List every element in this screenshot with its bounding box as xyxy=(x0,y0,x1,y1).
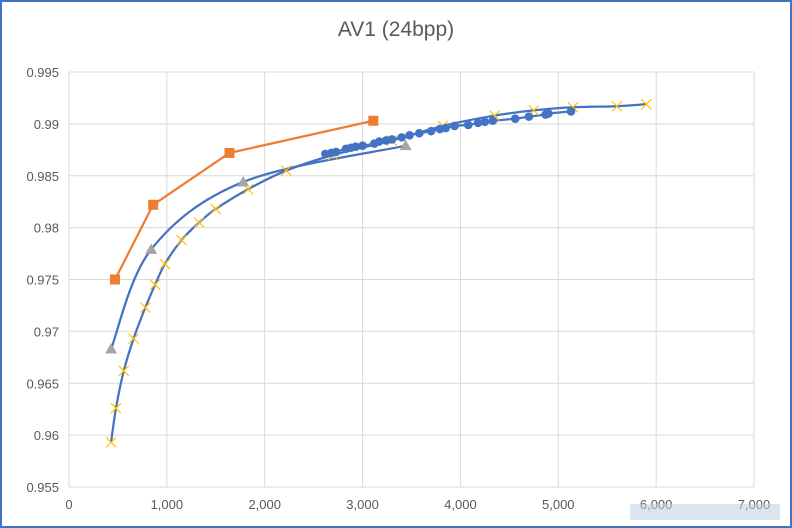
series-1-point xyxy=(524,112,534,121)
series-1-point xyxy=(358,141,367,150)
series-2-point xyxy=(145,243,158,254)
y-tick-label: 0.985 xyxy=(26,169,59,184)
y-tick-labels: 0.955 0.96 0.965 0.97 0.975 0.98 0.985 0.99 0.99… xyxy=(26,65,59,495)
series-2-line xyxy=(110,144,406,350)
series-1-point xyxy=(387,135,397,144)
y-tick-label: 0.96 xyxy=(34,428,59,443)
series-markers xyxy=(105,98,652,448)
chart-title: AV1 (24bpp) xyxy=(337,18,455,41)
series-0-point xyxy=(280,165,292,176)
x-tick-label: 1,000 xyxy=(151,497,184,512)
series-1-point xyxy=(441,123,451,133)
series-1-point xyxy=(463,120,473,130)
x-tick-label: 0 xyxy=(65,497,72,512)
y-tick-label: 0.955 xyxy=(26,480,59,495)
series-1-point xyxy=(480,117,490,127)
series-0-point xyxy=(176,234,187,246)
grid-lines xyxy=(68,71,755,488)
series-lines xyxy=(109,103,647,443)
series-0-point xyxy=(105,436,117,448)
y-tick-label: 0.975 xyxy=(26,273,59,288)
series-1-point xyxy=(510,114,520,123)
series-0-point xyxy=(118,365,130,377)
series-1-point xyxy=(544,109,553,118)
series-3-point xyxy=(368,115,379,126)
series-0-point xyxy=(149,279,161,291)
series-1-point xyxy=(351,142,361,151)
series-2-point xyxy=(399,139,412,151)
series-0-point xyxy=(193,217,205,228)
series-3-line xyxy=(113,119,374,281)
series-1-point xyxy=(415,128,424,138)
series-0-point xyxy=(611,100,623,112)
series-0-point xyxy=(159,258,171,270)
x-tick-label: 4,000 xyxy=(444,497,477,512)
series-0-line xyxy=(109,103,647,443)
series-1-point xyxy=(426,126,436,136)
series-0-point xyxy=(139,302,151,313)
y-tick-label: 0.99 xyxy=(34,117,59,132)
y-tick-label: 0.965 xyxy=(26,376,59,391)
y-tick-label: 0.98 xyxy=(34,221,59,236)
series-1-point xyxy=(450,121,459,131)
series-3-point xyxy=(109,274,120,285)
watermark xyxy=(630,504,780,520)
y-tick-label: 0.97 xyxy=(34,324,59,339)
series-1-point xyxy=(566,107,576,116)
series-1-point xyxy=(405,130,414,140)
series-1-point xyxy=(374,137,384,146)
series-3-point xyxy=(148,199,159,210)
series-0-point xyxy=(210,203,222,215)
series-2-point xyxy=(237,175,250,187)
x-tick-label: 5,000 xyxy=(542,497,575,512)
series-3-point xyxy=(224,147,235,158)
series-2-point xyxy=(105,343,118,354)
series-0-point xyxy=(640,98,652,110)
series-0-point xyxy=(110,402,122,414)
series-1-point xyxy=(473,118,483,128)
series-1-point xyxy=(397,133,407,142)
series-0-point xyxy=(128,333,140,345)
y-tick-label: 0.995 xyxy=(26,65,59,80)
x-tick-label: 3,000 xyxy=(346,497,379,512)
series-1-point xyxy=(331,147,341,157)
series-1-point xyxy=(488,116,498,126)
x-tick-label: 2,000 xyxy=(248,497,281,512)
